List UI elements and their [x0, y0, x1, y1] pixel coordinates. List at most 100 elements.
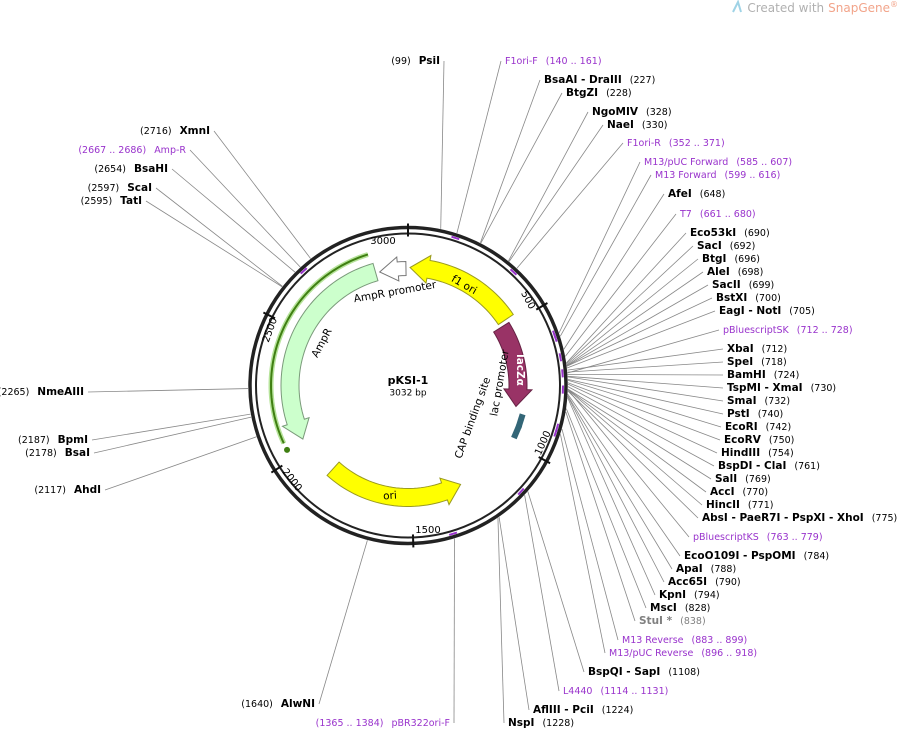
- label-name: F1ori-F: [505, 56, 538, 67]
- label-name: PsiI: [419, 55, 440, 67]
- site-label: SacI (692): [697, 240, 755, 252]
- primer-tick: [553, 428, 558, 437]
- features: [268, 252, 534, 507]
- label-position: (2667 .. 2686): [78, 145, 146, 156]
- site-label: TspMI - XmaI (730): [727, 382, 836, 394]
- site-leader: [567, 379, 722, 428]
- label-name: SmaI: [727, 395, 757, 407]
- label-name: T7: [679, 209, 692, 220]
- watermark: Created with SnapGene®: [747, 0, 898, 15]
- site-label: EcoRI (742): [725, 421, 791, 433]
- label-position: (770): [742, 487, 768, 498]
- primer-label: M13 Reverse (883 .. 899): [622, 635, 747, 646]
- label-name: BspQI - SapI: [588, 666, 660, 678]
- label-name: BspDI - ClaI: [718, 460, 786, 472]
- site-label: SalI (769): [715, 473, 771, 485]
- site-label: NspI (1228): [508, 717, 574, 729]
- label-position: (712): [762, 344, 788, 355]
- site-label: XbaI (712): [727, 343, 787, 355]
- site-label: BsaAI - DraIII (227): [544, 74, 655, 86]
- site-label: (2597) ScaI: [88, 182, 152, 194]
- label-position: (1224): [602, 705, 634, 716]
- label-position: (794): [694, 590, 720, 601]
- primer-tick: [509, 268, 518, 276]
- site-leader: [565, 411, 636, 622]
- label-name: PstI: [727, 408, 750, 420]
- site-leader: [567, 393, 681, 557]
- feature-arrow: [326, 461, 462, 507]
- site-leader: [567, 382, 721, 441]
- site-label: SpeI (718): [727, 356, 787, 368]
- label-position: (692): [730, 241, 756, 252]
- primer-leader: [565, 213, 677, 357]
- label-position: (740): [758, 409, 784, 420]
- leader-lines: [87, 60, 724, 724]
- watermark-logo: [732, 0, 742, 13]
- site-leader: [566, 297, 713, 367]
- site-leader: [566, 232, 687, 364]
- label-position: (769): [745, 474, 771, 485]
- label-name: TatI: [120, 195, 142, 207]
- label-position: (140 .. 161): [546, 56, 602, 67]
- label-name: TspMI - XmaI: [727, 382, 803, 394]
- site-label: Eco53kI (690): [690, 227, 770, 239]
- label-position: (718): [761, 357, 787, 368]
- site-leader: [567, 361, 724, 373]
- label-name: ScaI: [127, 182, 152, 194]
- label-name: BsaI: [65, 447, 90, 459]
- site-leader: [508, 111, 589, 262]
- label-position: (763 .. 779): [767, 532, 823, 543]
- site-leader: [87, 388, 249, 393]
- label-position: (732): [765, 396, 791, 407]
- cap-site: [511, 423, 523, 440]
- primer-label: pBluescriptKS (763 .. 779): [693, 532, 823, 543]
- site-leader: [567, 388, 712, 480]
- primer-leader: [516, 142, 624, 269]
- site-leader: [566, 258, 699, 366]
- label-position: (750): [769, 435, 795, 446]
- label-name: XbaI: [727, 343, 754, 355]
- site-leader: [155, 187, 283, 287]
- site-label: AccI (770): [710, 486, 768, 498]
- label-position: (896 .. 918): [701, 648, 757, 659]
- site-label: (2716) XmnI: [140, 125, 210, 137]
- primer-label: M13/pUC Reverse (896 .. 918): [609, 648, 757, 659]
- primer-tick: [553, 333, 558, 343]
- label-position: (700): [755, 293, 781, 304]
- site-leader: [567, 397, 656, 596]
- site-label: PstI (740): [727, 408, 783, 420]
- ruler-tick: [270, 464, 283, 474]
- site-label: (2117) AhdI: [34, 484, 101, 496]
- primer-leader: [560, 434, 606, 654]
- site-label: NgoMIV (328): [592, 106, 672, 118]
- label-position: (730): [811, 383, 837, 394]
- label-position: (585 .. 607): [736, 157, 792, 168]
- label-name: XmnI: [180, 125, 210, 137]
- label-position: (742): [766, 422, 792, 433]
- label-position: (690): [744, 228, 770, 239]
- ruler-tick: [535, 302, 548, 311]
- site-label: NaeI (330): [607, 119, 667, 131]
- site-label: AleI (698): [707, 266, 763, 278]
- site-label: (2187) BpmI: [18, 434, 88, 446]
- primer-leader: [567, 329, 720, 374]
- primer-leader: [558, 161, 641, 334]
- label-position: (328): [646, 107, 672, 118]
- site-leader: [566, 310, 716, 369]
- feature-label: ori: [383, 490, 397, 503]
- label-name: HincII: [706, 499, 740, 511]
- primer-label: F1ori-F (140 .. 161): [505, 56, 602, 67]
- site-label: BamHI (724): [727, 369, 799, 381]
- label-name: AbsI - PaeR7I - PspXI - XhoI: [702, 512, 864, 524]
- label-position: (828): [685, 603, 711, 614]
- site-label: AbsI - PaeR7I - PspXI - XhoI (775): [702, 512, 897, 524]
- label-name: EagI - NotI: [719, 305, 781, 317]
- primer-label: M13 Forward (599 .. 616): [655, 170, 780, 181]
- primer-label: F1ori-R (352 .. 371): [627, 138, 725, 149]
- primer-leader: [561, 428, 619, 641]
- label-position: (696): [734, 254, 760, 265]
- site-label: AfeI (648): [668, 188, 725, 200]
- label-name: pBluescriptKS: [693, 532, 759, 543]
